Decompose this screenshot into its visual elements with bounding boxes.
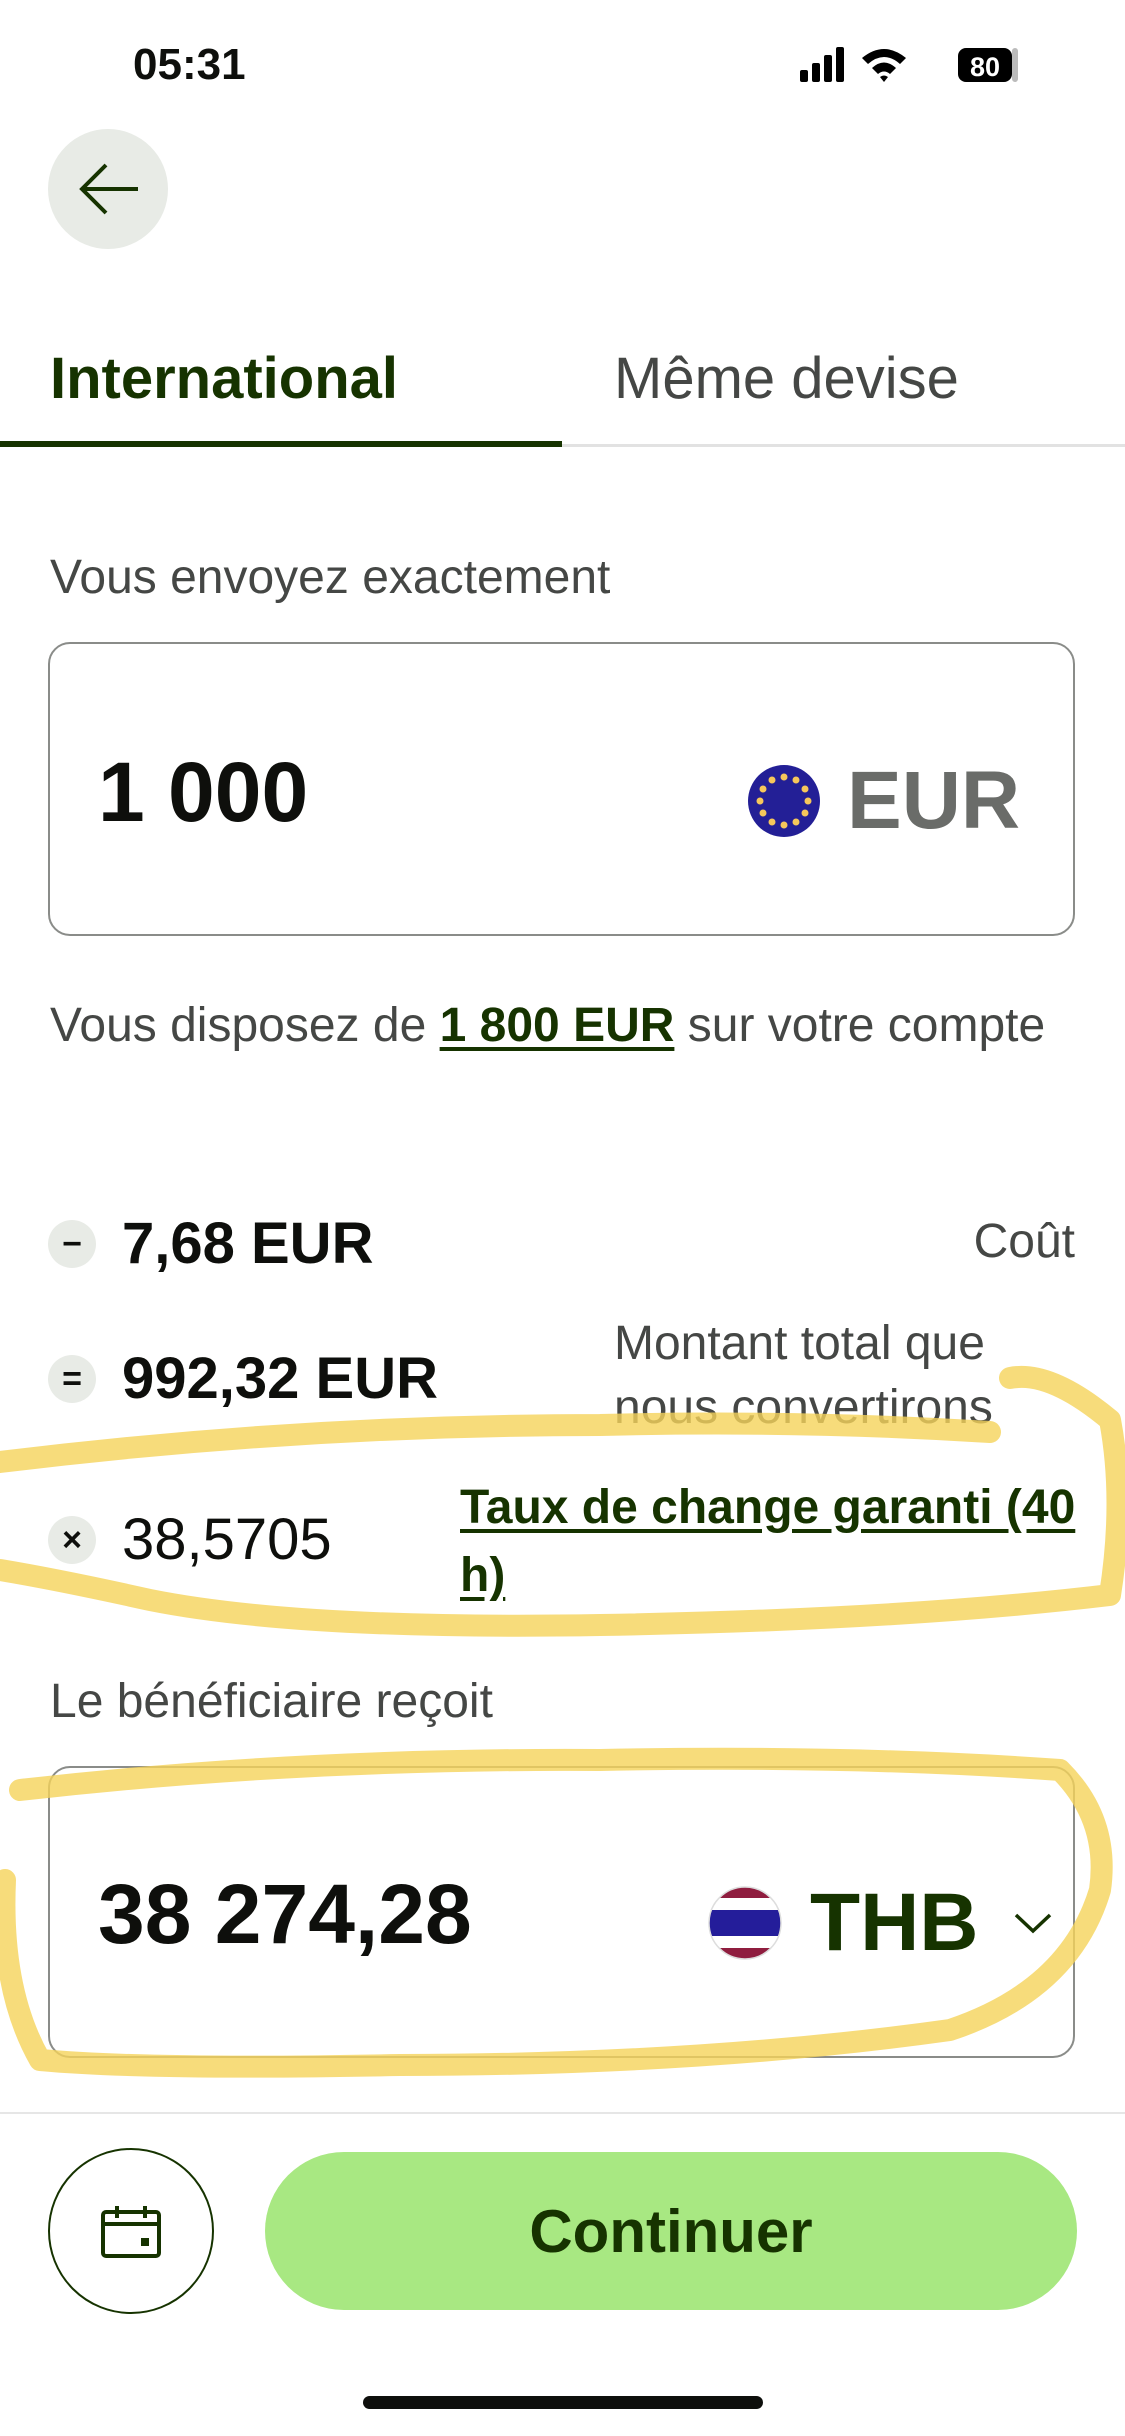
- schedule-button[interactable]: [48, 2148, 214, 2314]
- tab-divider: [562, 444, 1125, 447]
- send-amount-field[interactable]: 1 000 EUR: [48, 642, 1075, 936]
- tab-international[interactable]: International: [50, 346, 399, 411]
- converted-label: Montant total que nous convertirons: [614, 1317, 993, 1434]
- guaranteed-rate-link[interactable]: Taux de change garanti (40 h): [460, 1481, 1076, 1602]
- home-indicator[interactable]: [363, 2396, 763, 2409]
- status-time: 05:31: [133, 40, 246, 89]
- send-currency: EUR: [747, 754, 1020, 848]
- send-amount-input[interactable]: 1 000: [98, 745, 309, 839]
- balance-text: Vous disposez de 1 800 EUR sur votre com…: [50, 999, 1046, 1052]
- tab-active-indicator: [0, 441, 562, 447]
- converted-value: 992,32 EUR: [122, 1346, 438, 1411]
- send-label: Vous envoyez exactement: [50, 551, 611, 604]
- arrow-left-icon: [79, 163, 138, 215]
- receive-amount-input[interactable]: 38 274,28: [98, 1867, 472, 1961]
- balance-link[interactable]: 1 800 EUR: [439, 999, 675, 1052]
- chevron-down-icon: [1014, 1913, 1051, 1934]
- rate-value: 38,5705: [122, 1507, 332, 1572]
- tab-meme-devise[interactable]: Même devise: [614, 346, 959, 411]
- send-currency-code: EUR: [847, 755, 1021, 846]
- fee-value: 7,68 EUR: [122, 1211, 374, 1276]
- equals-icon: =: [48, 1355, 96, 1403]
- continue-button[interactable]: Continuer: [265, 2152, 1077, 2310]
- svg-text:80: 80: [970, 52, 1000, 82]
- status-icons: 80: [800, 44, 1040, 91]
- eu-flag-icon: [748, 765, 820, 837]
- calendar-icon: [101, 2206, 161, 2258]
- receive-currency-code: THB: [810, 1877, 979, 1968]
- thailand-flag-icon: [708, 1886, 782, 1960]
- fee-label: Coût: [973, 1215, 1075, 1268]
- multiply-icon: ×: [48, 1516, 96, 1564]
- receive-label: Le bénéficiaire reçoit: [50, 1675, 493, 1728]
- receive-amount-field[interactable]: 38 274,28 THB: [48, 1766, 1075, 2058]
- receive-currency-selector[interactable]: THB: [708, 1876, 1053, 1970]
- footer-divider: [0, 2112, 1125, 2114]
- back-button[interactable]: [48, 129, 168, 249]
- minus-icon: −: [48, 1220, 96, 1268]
- signal-wifi-battery-icon: 80: [800, 47, 1018, 82]
